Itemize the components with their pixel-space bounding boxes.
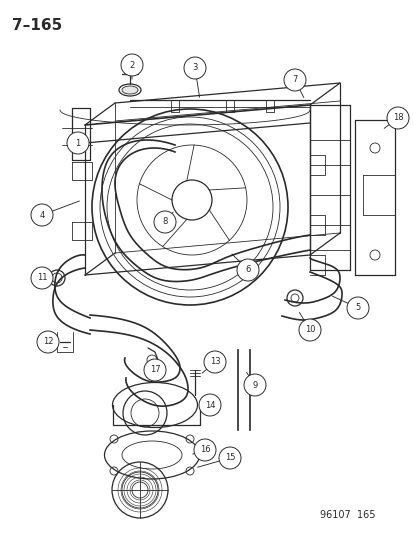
Circle shape — [121, 54, 142, 76]
Text: 17: 17 — [150, 366, 160, 375]
Circle shape — [243, 374, 266, 396]
Circle shape — [346, 297, 368, 319]
Text: 10: 10 — [304, 326, 314, 335]
Circle shape — [194, 439, 216, 461]
Circle shape — [199, 394, 221, 416]
Circle shape — [204, 351, 225, 373]
Ellipse shape — [122, 86, 138, 94]
Circle shape — [283, 69, 305, 91]
Circle shape — [144, 359, 166, 381]
Circle shape — [183, 57, 206, 79]
Text: 11: 11 — [37, 273, 47, 282]
Text: 5: 5 — [354, 303, 360, 312]
Text: 6: 6 — [245, 265, 250, 274]
Text: 12: 12 — [43, 337, 53, 346]
Text: 14: 14 — [204, 400, 215, 409]
Circle shape — [37, 331, 59, 353]
Circle shape — [218, 447, 240, 469]
Text: 15: 15 — [224, 454, 235, 463]
Text: 16: 16 — [199, 446, 210, 455]
Text: 2: 2 — [129, 61, 134, 69]
Text: 3: 3 — [192, 63, 197, 72]
Text: 96107  165: 96107 165 — [319, 510, 375, 520]
Text: 13: 13 — [209, 358, 220, 367]
Circle shape — [31, 267, 53, 289]
Text: 7: 7 — [292, 76, 297, 85]
Text: 7–165: 7–165 — [12, 18, 62, 33]
Text: 1: 1 — [75, 139, 81, 148]
Text: 4: 4 — [39, 211, 45, 220]
Circle shape — [236, 259, 259, 281]
Text: 18: 18 — [392, 114, 402, 123]
Circle shape — [67, 132, 89, 154]
Text: 9: 9 — [252, 381, 257, 390]
Circle shape — [386, 107, 408, 129]
Circle shape — [31, 204, 53, 226]
Circle shape — [298, 319, 320, 341]
Circle shape — [154, 211, 176, 233]
Text: 8: 8 — [162, 217, 167, 227]
